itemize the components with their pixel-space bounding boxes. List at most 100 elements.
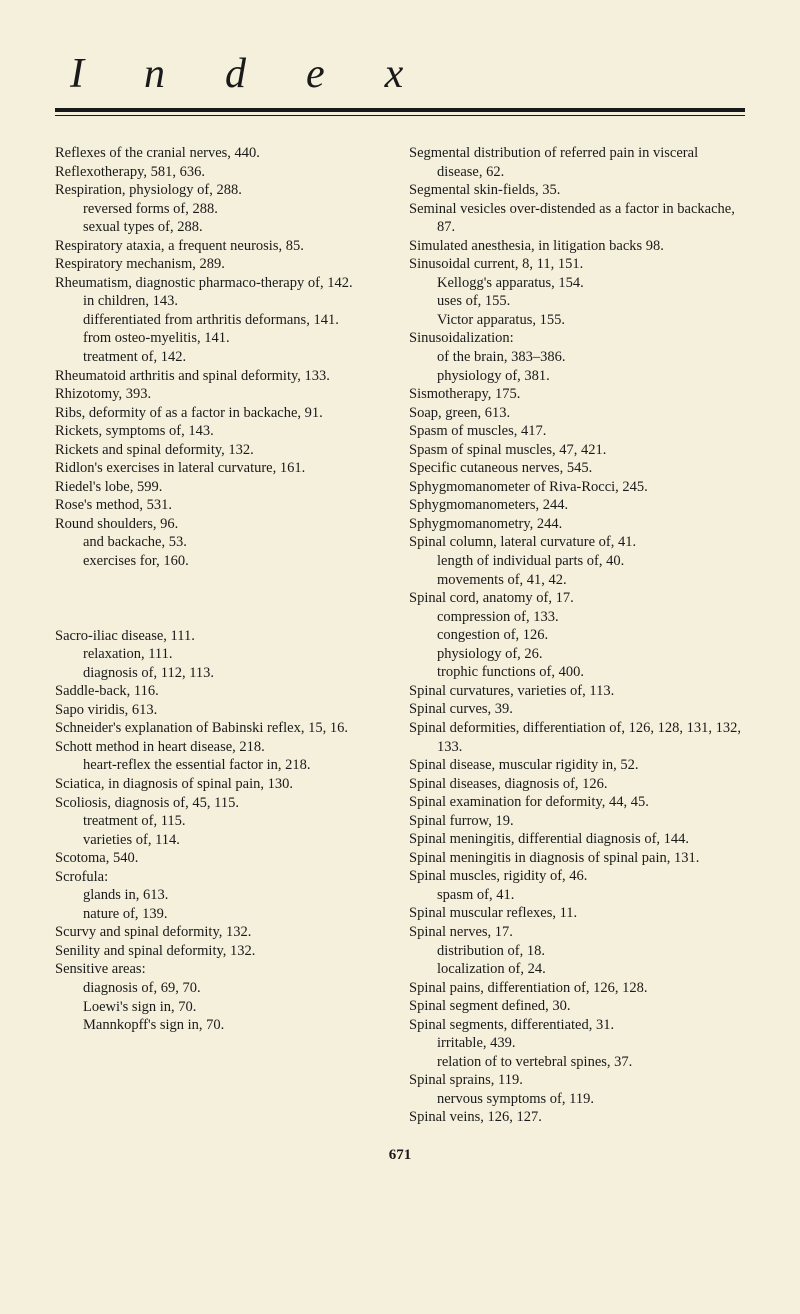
index-entry: Sinusoidalization: (409, 329, 745, 348)
index-subentry: and backache, 53. (55, 533, 391, 552)
index-entry: Rose's method, 531. (55, 496, 391, 515)
left-column: Reflexes of the cranial nerves, 440.Refl… (55, 144, 391, 1127)
index-subentry: exercises for, 160. (55, 552, 391, 571)
index-entry: Scoliosis, diagnosis of, 45, 115. (55, 794, 391, 813)
index-subentry: heart-reflex the essential factor in, 21… (55, 756, 391, 775)
index-subentry: in children, 143. (55, 292, 391, 311)
index-entry: Riedel's lobe, 599. (55, 478, 391, 497)
index-entry: Rickets and spinal deformity, 132. (55, 441, 391, 460)
index-entry: Spinal pains, differentiation of, 126, 1… (409, 979, 745, 998)
index-entry: Sphygmomanometers, 244. (409, 496, 745, 515)
index-subentry: localization of, 24. (409, 960, 745, 979)
index-entry: Seminal vesicles over-distended as a fac… (409, 200, 745, 237)
index-entry: Sciatica, in diagnosis of spinal pain, 1… (55, 775, 391, 794)
index-entry: Schneider's explanation of Babinski refl… (55, 719, 391, 738)
index-subentry: spasm of, 41. (409, 886, 745, 905)
index-subentry: uses of, 155. (409, 292, 745, 311)
index-subentry: movements of, 41, 42. (409, 571, 745, 590)
index-entry: Scrofula: (55, 868, 391, 887)
index-entry: Scurvy and spinal deformity, 132. (55, 923, 391, 942)
index-subentry: irritable, 439. (409, 1034, 745, 1053)
index-subentry: diagnosis of, 69, 70. (55, 979, 391, 998)
index-subentry: treatment of, 142. (55, 348, 391, 367)
spacer (55, 571, 391, 599)
page-title: Index (55, 50, 745, 98)
index-entry: Spinal cord, anatomy of, 17. (409, 589, 745, 608)
index-subentry: Loewi's sign in, 70. (55, 998, 391, 1017)
index-entry: Sphygmomanometer of Riva-Rocci, 245. (409, 478, 745, 497)
header-divider (55, 108, 745, 116)
index-entry: Rheumatoid arthritis and spinal deformit… (55, 367, 391, 386)
index-entry: Saddle-back, 116. (55, 682, 391, 701)
right-column: Segmental distribution of referred pain … (409, 144, 745, 1127)
index-entry: Spinal sprains, 119. (409, 1071, 745, 1090)
index-entry: Senility and spinal deformity, 132. (55, 942, 391, 961)
index-subentry: treatment of, 115. (55, 812, 391, 831)
index-entry: Spinal segments, differentiated, 31. (409, 1016, 745, 1035)
index-subentry: Victor apparatus, 155. (409, 311, 745, 330)
index-subentry: of the brain, 383–386. (409, 348, 745, 367)
index-entry: Round shoulders, 96. (55, 515, 391, 534)
index-entry: Respiratory ataxia, a frequent neurosis,… (55, 237, 391, 256)
index-entry: Spinal nerves, 17. (409, 923, 745, 942)
page-number: 671 (55, 1147, 745, 1164)
index-subentry: compression of, 133. (409, 608, 745, 627)
index-subentry: nervous symptoms of, 119. (409, 1090, 745, 1109)
index-entry: Spinal furrow, 19. (409, 812, 745, 831)
index-entry: Soap, green, 613. (409, 404, 745, 423)
index-entry: Spinal curvatures, varieties of, 113. (409, 682, 745, 701)
index-entry: Respiration, physiology of, 288. (55, 181, 391, 200)
index-subentry: congestion of, 126. (409, 626, 745, 645)
index-entry: Spinal disease, muscular rigidity in, 52… (409, 756, 745, 775)
index-entry: Ridlon's exercises in lateral curvature,… (55, 459, 391, 478)
index-columns: Reflexes of the cranial nerves, 440.Refl… (55, 144, 745, 1127)
index-entry: Respiratory mechanism, 289. (55, 255, 391, 274)
index-entry: Spinal diseases, diagnosis of, 126. (409, 775, 745, 794)
index-subentry: differentiated from arthritis deformans,… (55, 311, 391, 330)
index-entry: Rickets, symptoms of, 143. (55, 422, 391, 441)
index-entry: Spinal veins, 126, 127. (409, 1108, 745, 1127)
index-entry: Spinal deformities, differentiation of, … (409, 719, 745, 756)
index-entry: Spinal segment defined, 30. (409, 997, 745, 1016)
index-entry: Rheumatism, diagnostic pharmaco-therapy … (55, 274, 391, 293)
index-entry: Segmental skin-fields, 35. (409, 181, 745, 200)
index-subentry: length of individual parts of, 40. (409, 552, 745, 571)
index-entry: Spinal column, lateral curvature of, 41. (409, 533, 745, 552)
index-entry: Scotoma, 540. (55, 849, 391, 868)
index-subentry: distribution of, 18. (409, 942, 745, 961)
index-entry: Spinal muscles, rigidity of, 46. (409, 867, 745, 886)
index-subentry: from osteo-myelitis, 141. (55, 329, 391, 348)
index-entry: Sacro-iliac disease, 111. (55, 627, 391, 646)
index-entry: Reflexes of the cranial nerves, 440. (55, 144, 391, 163)
index-entry: Schott method in heart disease, 218. (55, 738, 391, 757)
index-entry: Spinal meningitis in diagnosis of spinal… (409, 849, 745, 868)
index-entry: Ribs, deformity of as a factor in backac… (55, 404, 391, 423)
index-subentry: varieties of, 114. (55, 831, 391, 850)
index-entry: Spinal examination for deformity, 44, 45… (409, 793, 745, 812)
index-subentry: trophic functions of, 400. (409, 663, 745, 682)
index-subentry: Mannkopff's sign in, 70. (55, 1016, 391, 1035)
index-entry: Sensitive areas: (55, 960, 391, 979)
index-entry: Simulated anesthesia, in litigation back… (409, 237, 745, 256)
index-subentry: physiology of, 381. (409, 367, 745, 386)
index-entry: Reflexotherapy, 581, 636. (55, 163, 391, 182)
index-entry: Sapo viridis, 613. (55, 701, 391, 720)
index-entry: Spinal curves, 39. (409, 700, 745, 719)
index-subentry: relation of to vertebral spines, 37. (409, 1053, 745, 1072)
index-entry: Sphygmomanometry, 244. (409, 515, 745, 534)
index-entry: Rhizotomy, 393. (55, 385, 391, 404)
index-subentry: reversed forms of, 288. (55, 200, 391, 219)
index-subentry: sexual types of, 288. (55, 218, 391, 237)
index-entry: Specific cutaneous nerves, 545. (409, 459, 745, 478)
index-entry: Spinal muscular reflexes, 11. (409, 904, 745, 923)
index-entry: Spinal meningitis, differential diagnosi… (409, 830, 745, 849)
index-entry: Spasm of spinal muscles, 47, 421. (409, 441, 745, 460)
index-subentry: Kellogg's apparatus, 154. (409, 274, 745, 293)
index-subentry: relaxation, 111. (55, 645, 391, 664)
index-entry: Spasm of muscles, 417. (409, 422, 745, 441)
spacer (55, 599, 391, 627)
index-entry: Sinusoidal current, 8, 11, 151. (409, 255, 745, 274)
index-subentry: physiology of, 26. (409, 645, 745, 664)
index-subentry: diagnosis of, 112, 113. (55, 664, 391, 683)
index-subentry: nature of, 139. (55, 905, 391, 924)
